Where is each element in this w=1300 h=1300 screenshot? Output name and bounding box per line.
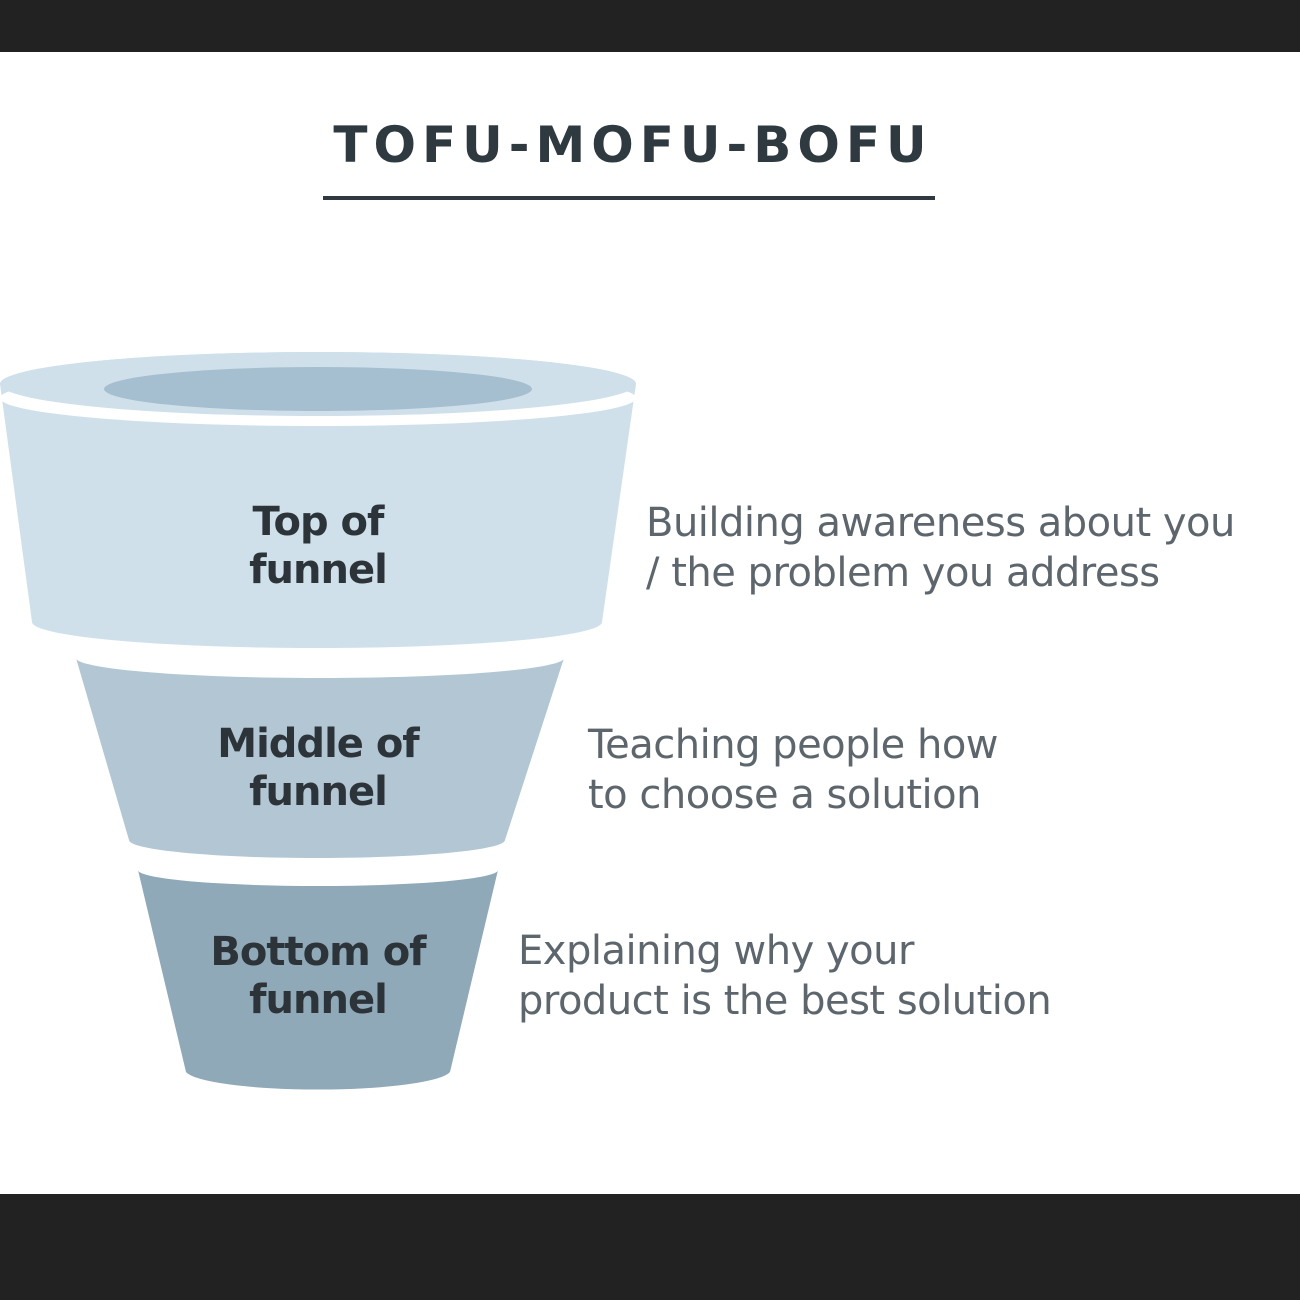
stage-description-line: Teaching people how (588, 722, 999, 768)
stage-description-line: product is the best solution (518, 978, 1052, 1024)
title-underline (323, 196, 935, 200)
stage-description-line: Explaining why your (518, 928, 914, 974)
top-letterbox-bar (0, 0, 1300, 52)
stage-label-line: funnel (249, 977, 388, 1023)
stage-label-top: Top of funnel (158, 498, 478, 594)
stage-description-line: / the problem you address (646, 550, 1160, 596)
stage-description-line: Building awareness about you (646, 500, 1235, 546)
stage-label-line: funnel (249, 769, 388, 815)
stage-label-line: Middle of (217, 721, 419, 767)
stage-description-line: to choose a solution (588, 772, 981, 818)
stage-description-middle: Teaching people how to choose a solution (588, 720, 999, 820)
stage-label-middle: Middle of funnel (158, 720, 478, 816)
stage-label-line: funnel (249, 547, 388, 593)
stage-label-bottom: Bottom of funnel (158, 928, 478, 1024)
funnel-bottom-segment (138, 870, 498, 1090)
stage-description-bottom: Explaining why your product is the best … (518, 926, 1052, 1026)
funnel-opening (104, 367, 532, 411)
funnel-top-segment (0, 352, 636, 648)
stage-description-top: Building awareness about you / the probl… (646, 498, 1235, 598)
stage-label-line: Top of (252, 499, 385, 545)
diagram-title: TOFU-MOFU-BOFU (333, 116, 933, 174)
stage-label-line: Bottom of (210, 929, 426, 975)
funnel-middle-segment (76, 658, 564, 858)
bottom-letterbox-bar (0, 1194, 1300, 1300)
